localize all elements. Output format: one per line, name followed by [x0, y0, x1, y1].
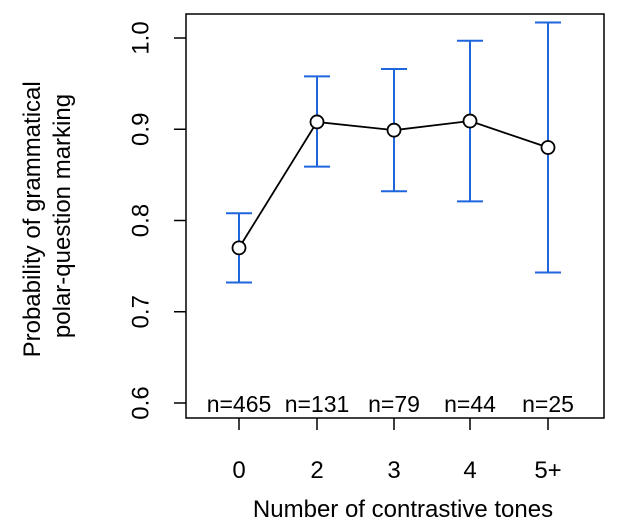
error-bars: [226, 21, 561, 284]
sample-size-labels: n=465 n=131 n=79 n=44 n=25: [207, 391, 574, 417]
x-tick-label: 3: [387, 457, 400, 484]
data-point: [309, 114, 325, 130]
series-line: [231, 113, 556, 256]
x-tick-label: 0: [232, 457, 245, 484]
sample-size-label: n=465: [207, 391, 272, 417]
x-tick-label: 2: [310, 457, 323, 484]
data-point: [540, 140, 556, 155]
y-tick-label: 0.8: [127, 204, 154, 237]
y-axis-label-line-2: polar-question marking: [49, 94, 76, 338]
y-tick-label: 0.6: [127, 386, 154, 419]
x-tick-label: 5+: [534, 457, 561, 484]
data-point: [386, 122, 402, 138]
y-axis: 0.6 0.7 0.8 0.9 1.0: [127, 21, 186, 420]
data-point: [231, 240, 247, 256]
x-axis: 0 2 3 4 5+: [232, 418, 562, 484]
y-tick-label: 1.0: [127, 21, 154, 54]
y-tick-label: 0.7: [127, 295, 154, 328]
sample-size-label: n=25: [522, 391, 574, 417]
sample-size-label: n=131: [285, 391, 350, 417]
x-tick-label: 4: [463, 457, 476, 484]
sample-size-label: n=44: [444, 391, 496, 417]
y-tick-label: 0.9: [127, 113, 154, 146]
y-axis-label: Probability of grammatical polar-questio…: [19, 75, 76, 358]
plot-frame: [185, 13, 605, 419]
x-axis-label: Number of contrastive tones: [253, 496, 553, 523]
data-point: [462, 113, 478, 129]
y-axis-label-line-1: Probability of grammatical: [19, 81, 46, 357]
sample-size-label: n=79: [368, 391, 420, 417]
